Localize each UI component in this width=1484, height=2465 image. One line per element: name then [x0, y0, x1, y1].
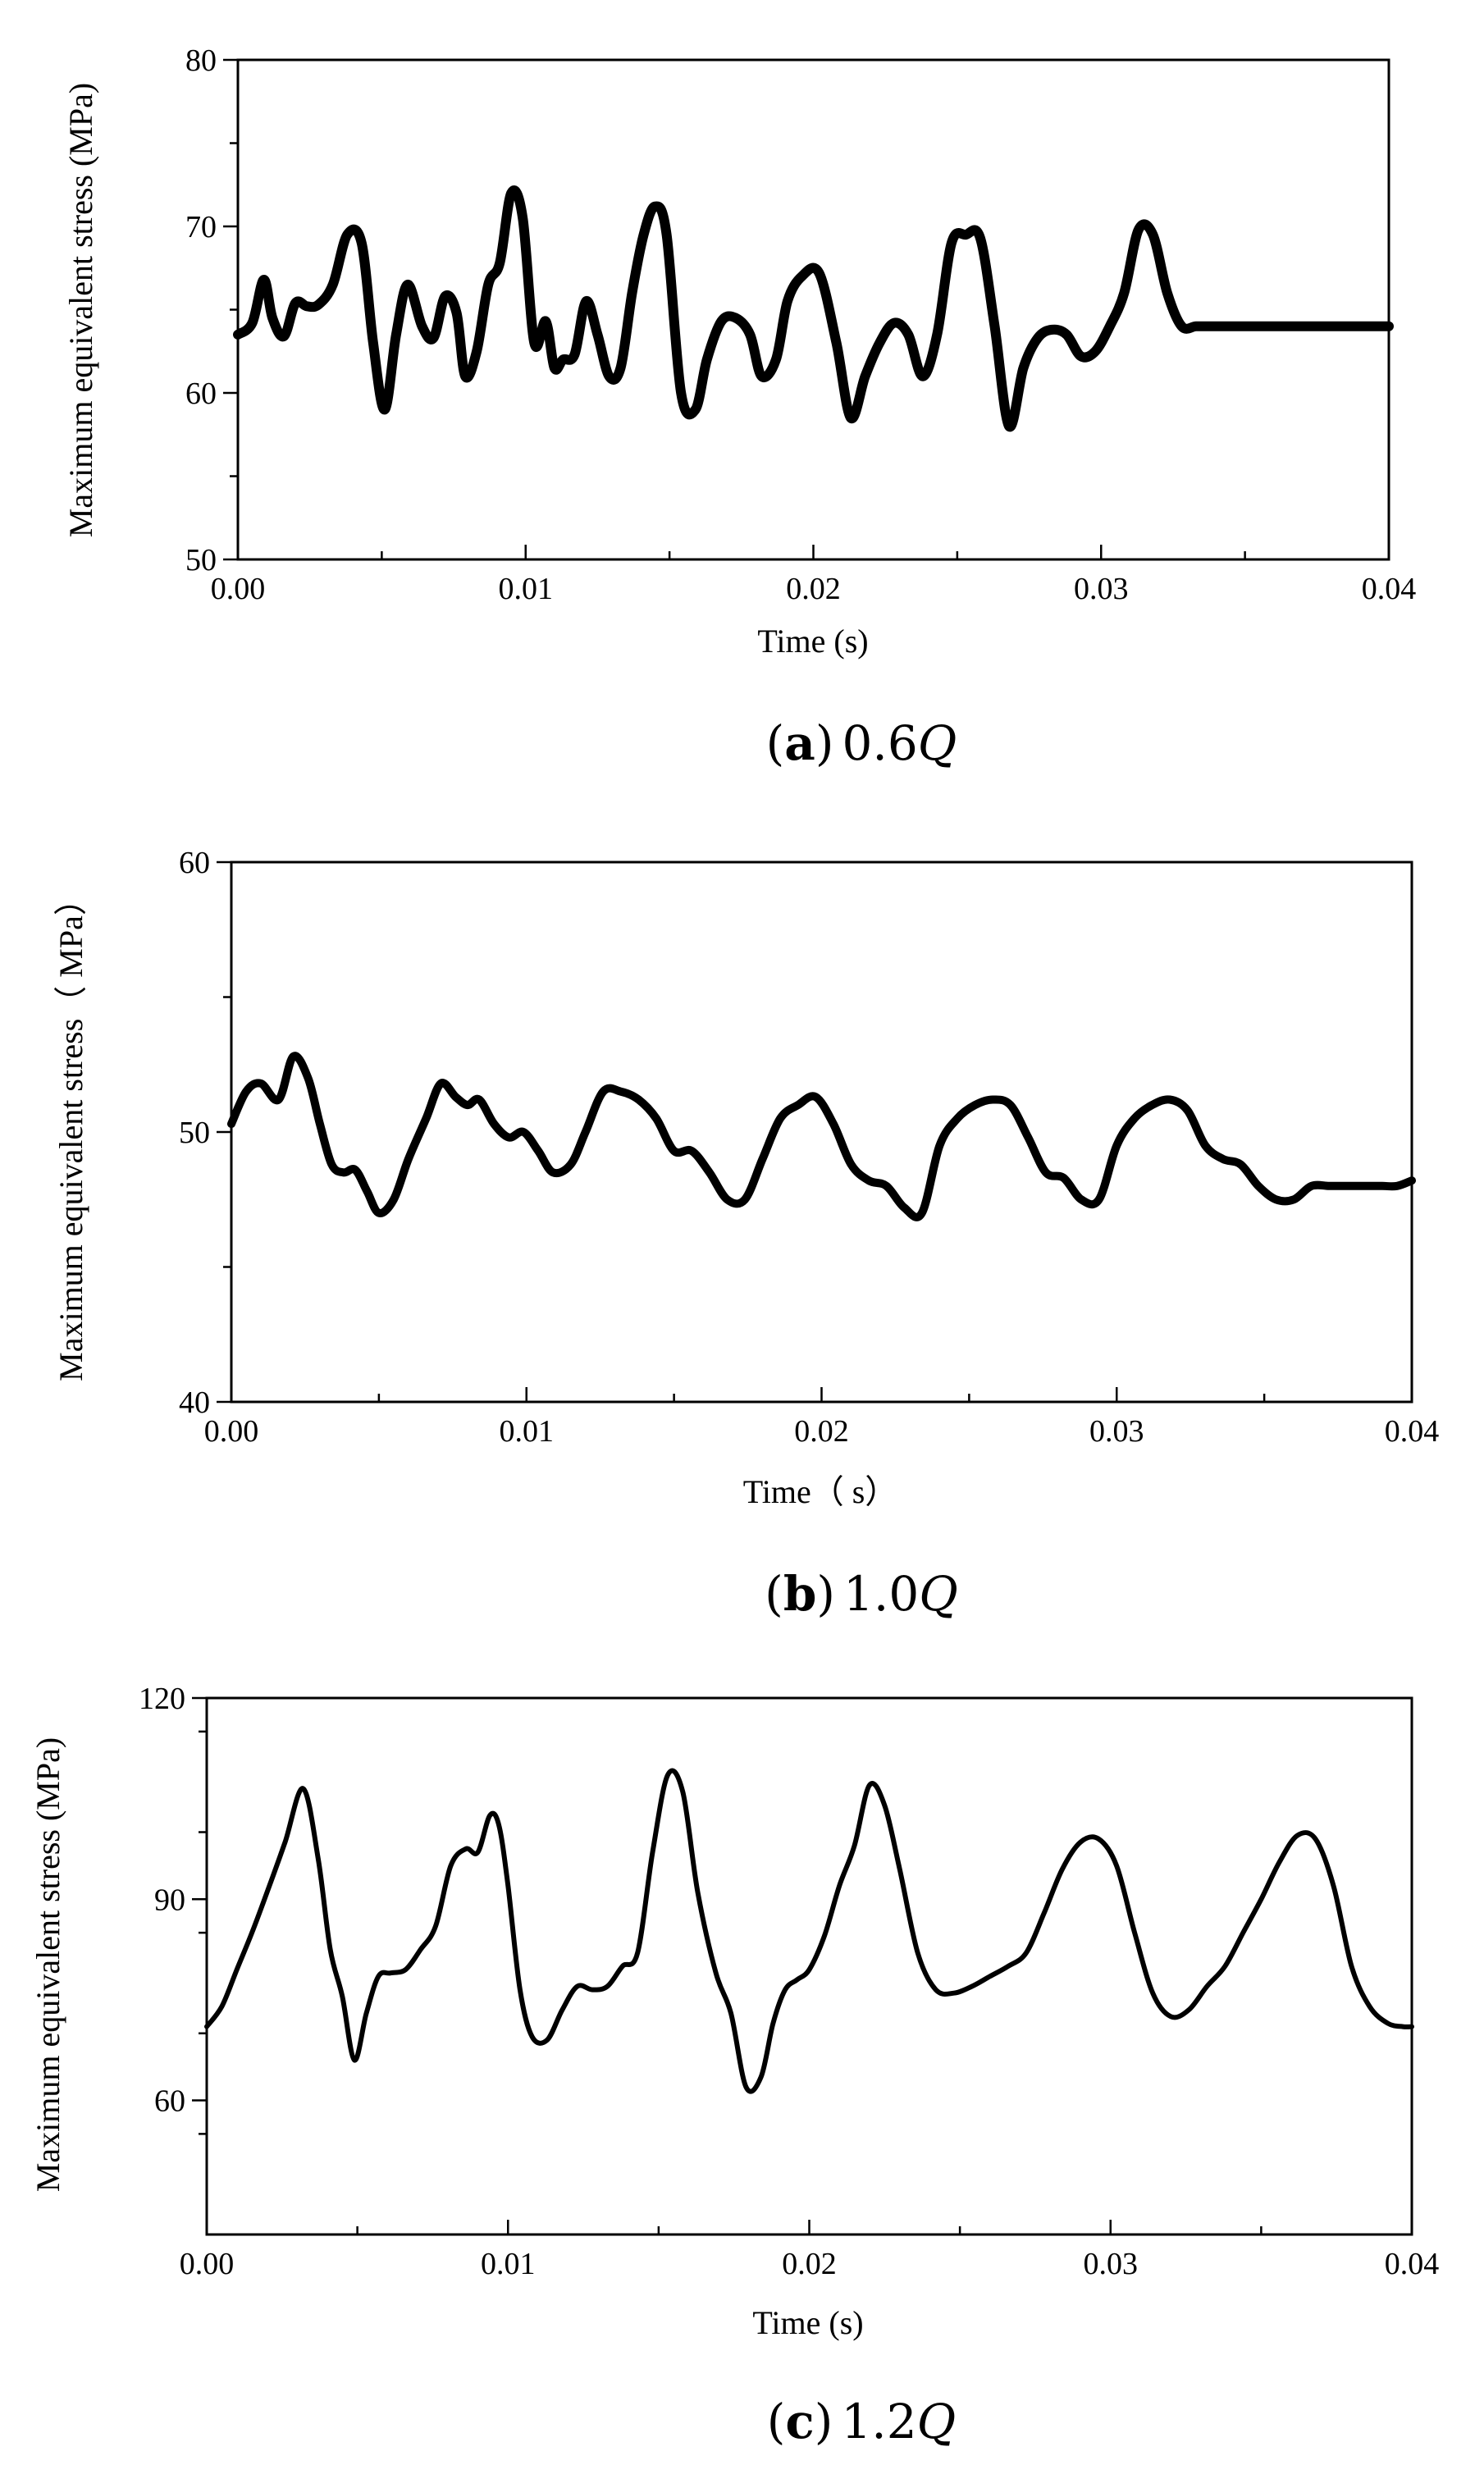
x-tick-label: 0.02	[786, 572, 841, 606]
panel-caption: (c) 1.2Q	[767, 2394, 956, 2449]
tick-marks	[223, 58, 1390, 561]
x-tick-label: 0.00	[204, 1414, 259, 1449]
y-tick-label: 60	[179, 846, 210, 880]
x-tick-label: 0.00	[211, 572, 266, 606]
y-tick-label: 40	[179, 1385, 210, 1420]
x-axis-title: Time (s)	[752, 2304, 863, 2341]
y-tick-label: 90	[154, 1883, 185, 1917]
series-line	[227, 1052, 1416, 1221]
series-line	[204, 1768, 1414, 2094]
x-tick-label: 0.01	[500, 1414, 555, 1449]
series-1.0Q-line	[227, 1052, 1416, 1221]
x-tick-label: 0.03	[1089, 1414, 1144, 1449]
series-line	[233, 185, 1394, 432]
y-axis-title: Maximum equivalent stress（ MPa）	[53, 883, 89, 1381]
series-1.2Q-line	[204, 1768, 1414, 2094]
panel-b: 0.00 0.01 0.02 0.03 0.04 40 50 60 Time（ s） Maxi…	[53, 846, 1439, 1622]
x-tick-label: 0.02	[794, 1414, 849, 1449]
x-tick-label: 0.04	[1362, 572, 1417, 606]
panel-caption: (a) 0.6Q	[766, 715, 957, 771]
y-tick-label: 120	[139, 1682, 185, 1716]
y-tick-label: 50	[185, 543, 217, 577]
tick-labels: 0.00 0.01 0.02 0.03 0.04 40 50 60	[179, 846, 1439, 1449]
series-0.6Q-line	[233, 185, 1394, 432]
panel-c: 0.00 0.01 0.02 0.03 0.04 60 90 120 Time (s) Max…	[30, 1682, 1439, 2449]
y-tick-label: 50	[179, 1116, 210, 1150]
panel-a: 0.00 0.01 0.02 0.03 0.04 50 60 70 80 Time (s) Ma…	[62, 43, 1416, 771]
x-tick-label: 0.03	[1074, 572, 1129, 606]
tick-marks	[192, 1696, 1413, 2234]
y-axis-title: Maximum equivalent stress (MPa)	[62, 83, 99, 537]
x-tick-label: 0.03	[1084, 2247, 1139, 2281]
x-tick-label: 0.02	[782, 2247, 837, 2281]
x-axis-title: Time (s)	[757, 623, 868, 660]
y-tick-label: 80	[185, 43, 217, 78]
plot-frame	[236, 58, 1390, 561]
tick-labels: 0.00 0.01 0.02 0.03 0.04 50 60 70 80	[185, 43, 1416, 606]
panel-caption: (b) 1.0Q	[765, 1566, 958, 1622]
y-tick-label: 70	[185, 210, 217, 244]
x-axis-title: Time（ s）	[743, 1473, 898, 1510]
x-tick-label: 0.04	[1385, 1414, 1440, 1449]
x-tick-label: 0.01	[499, 572, 554, 606]
x-tick-label: 0.01	[481, 2247, 536, 2281]
tick-marks	[217, 860, 1413, 1404]
tick-labels: 0.00 0.01 0.02 0.03 0.04 60 90 120	[139, 1682, 1439, 2281]
plot-frame	[230, 860, 1413, 1404]
y-tick-label: 60	[185, 377, 217, 411]
x-tick-label: 0.00	[180, 2247, 235, 2281]
x-tick-label: 0.04	[1385, 2247, 1440, 2281]
y-axis-title: Maximum equivalent stress (MPa)	[30, 1737, 66, 2192]
y-tick-label: 60	[154, 2084, 185, 2119]
